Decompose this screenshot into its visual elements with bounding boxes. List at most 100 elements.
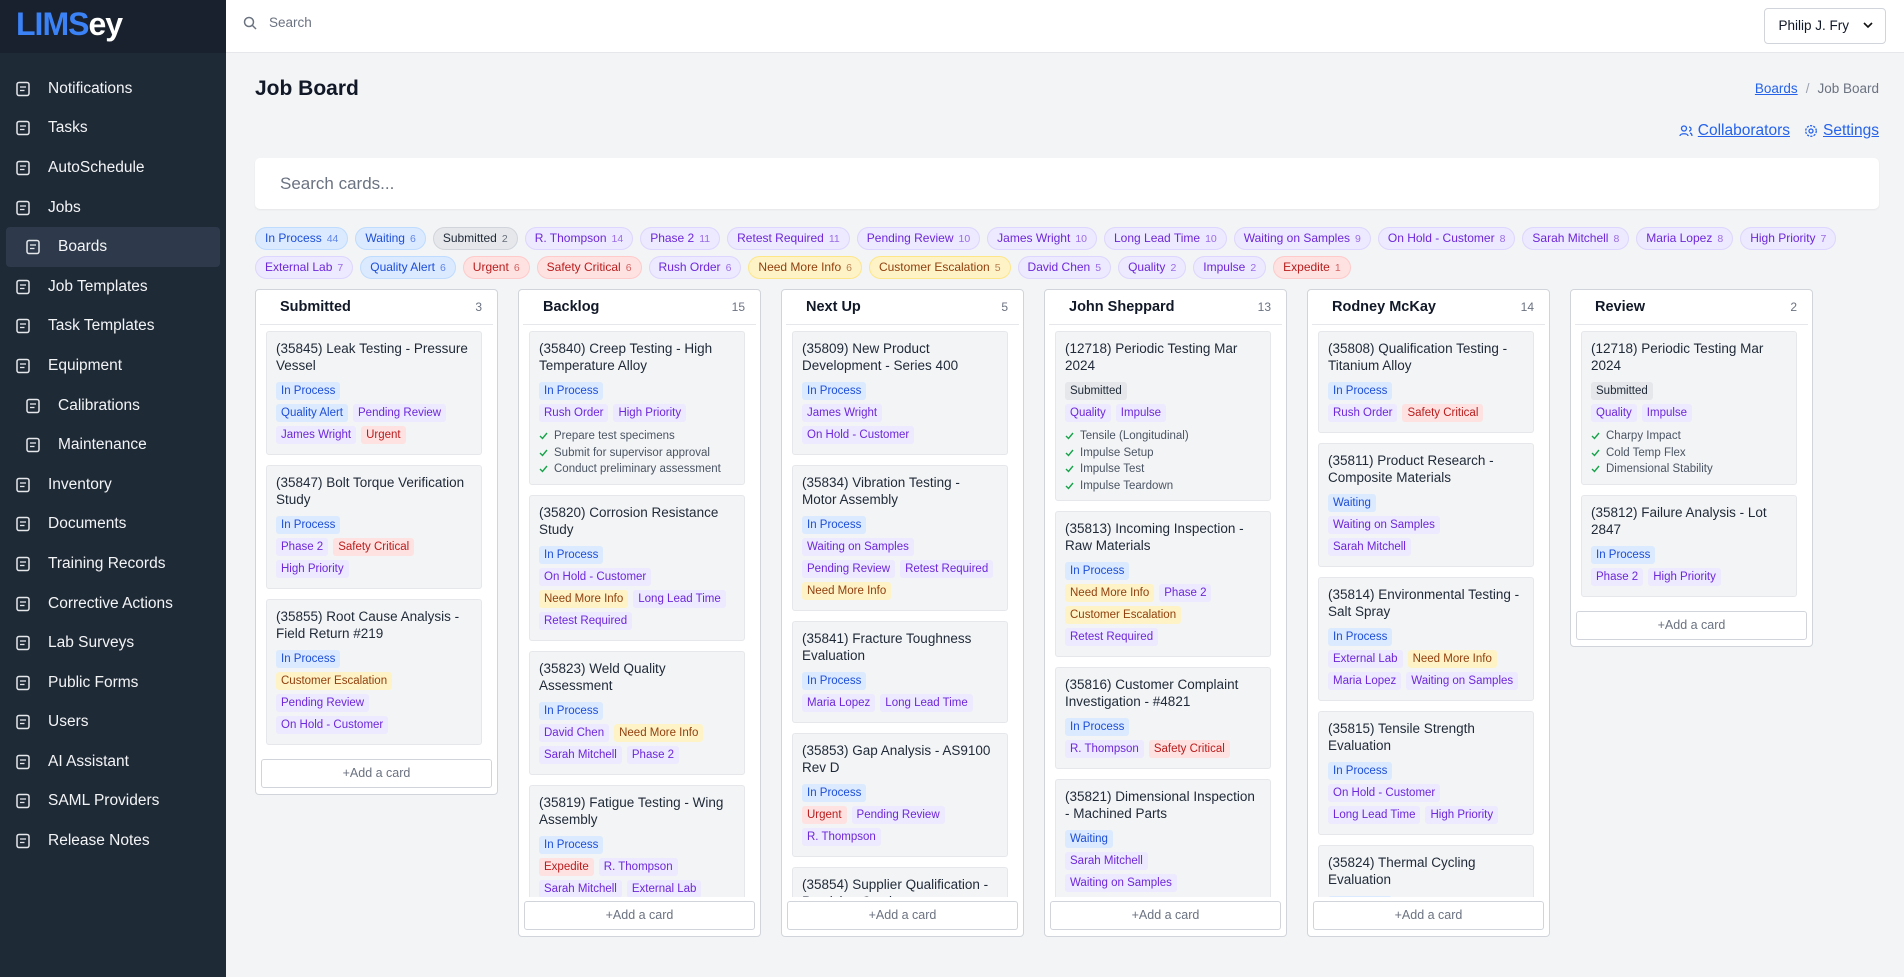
job-card[interactable]: (35841) Fracture Toughness EvaluationIn … — [792, 621, 1008, 723]
checklist-item: Conduct preliminary assessment — [539, 461, 735, 478]
filter-chip[interactable]: Urgent6 — [463, 256, 530, 279]
filter-chip[interactable]: James Wright10 — [987, 227, 1097, 250]
add-card-button[interactable]: +Add a card — [524, 901, 755, 930]
nav-item[interactable]: Equipment — [6, 346, 220, 386]
nav-item[interactable]: Notifications — [6, 69, 220, 109]
nav-item[interactable]: Corrective Actions — [6, 584, 220, 624]
job-card[interactable]: (35811) Product Research - Composite Mat… — [1318, 443, 1534, 567]
main: Job Board Boards/Job Board Collaborators… — [226, 53, 1904, 977]
nav-item[interactable]: Training Records — [6, 544, 220, 584]
filter-chip[interactable]: Submitted2 — [433, 227, 518, 250]
logo[interactable]: LIMSey — [0, 0, 226, 53]
job-card[interactable]: (35808) Qualification Testing - Titanium… — [1318, 331, 1534, 433]
status-row: In Process — [539, 836, 735, 854]
filter-chip[interactable]: In Process44 — [255, 227, 348, 250]
nav-item[interactable]: Task Templates — [6, 307, 220, 347]
tag: Rush Order — [539, 404, 608, 422]
filter-chip[interactable]: David Chen5 — [1018, 256, 1112, 279]
card-list: (12718) Periodic Testing Mar 2024Submitt… — [1576, 331, 1807, 607]
nav-item[interactable]: Maintenance — [6, 425, 220, 465]
job-card[interactable]: (35854) Supplier Qualification - Precisi… — [792, 867, 1008, 897]
collaborators-link[interactable]: Collaborators — [1679, 122, 1790, 140]
nav-item[interactable]: Release Notes — [6, 821, 220, 861]
column-header: Rodney McKay14 — [1312, 290, 1545, 325]
job-card[interactable]: (12718) Periodic Testing Mar 2024Submitt… — [1055, 331, 1271, 501]
job-card[interactable]: (35840) Creep Testing - High Temperature… — [529, 331, 745, 485]
filter-chip[interactable]: Retest Required11 — [727, 227, 850, 250]
job-card[interactable]: (35814) Environmental Testing - Salt Spr… — [1318, 577, 1534, 701]
job-card[interactable]: (35824) Thermal Cycling EvaluationIn Pro… — [1318, 845, 1534, 897]
filter-chip[interactable]: Need More Info6 — [748, 256, 862, 279]
nav-item[interactable]: AI Assistant — [6, 742, 220, 782]
job-card[interactable]: (35809) New Product Development - Series… — [792, 331, 1008, 455]
job-card[interactable]: (35819) Fatigue Testing - Wing AssemblyI… — [529, 785, 745, 898]
job-card[interactable]: (35812) Failure Analysis - Lot 2847In Pr… — [1581, 495, 1797, 597]
settings-link[interactable]: Settings — [1804, 122, 1879, 140]
breadcrumb-link[interactable]: Boards — [1755, 81, 1798, 96]
filter-chip[interactable]: Long Lead Time10 — [1104, 227, 1227, 250]
global-search[interactable]: Search — [243, 15, 312, 30]
filter-chip[interactable]: Rush Order6 — [649, 256, 742, 279]
job-card[interactable]: (35820) Corrosion Resistance StudyIn Pro… — [529, 495, 745, 641]
filter-chip[interactable]: R. Thompson14 — [525, 227, 634, 250]
tag: Phase 2 — [276, 538, 328, 556]
nav-item[interactable]: Lab Surveys — [6, 623, 220, 663]
nav-item[interactable]: Public Forms — [6, 663, 220, 703]
filter-chip[interactable]: Maria Lopez8 — [1636, 227, 1733, 250]
filter-chip[interactable]: Sarah Mitchell8 — [1522, 227, 1629, 250]
nav-item[interactable]: Jobs — [6, 188, 220, 228]
filter-chip[interactable]: External Lab7 — [255, 256, 353, 279]
filter-chip[interactable]: Quality Alert6 — [360, 256, 456, 279]
job-card[interactable]: (35853) Gap Analysis - AS9100 Rev DIn Pr… — [792, 733, 1008, 857]
filter-chip[interactable]: On Hold - Customer8 — [1378, 227, 1516, 250]
job-card[interactable]: (35821) Dimensional Inspection - Machine… — [1055, 779, 1271, 897]
job-card[interactable]: (35855) Root Cause Analysis - Field Retu… — [266, 599, 482, 745]
nav-item[interactable]: AutoSchedule — [6, 148, 220, 188]
add-card-button[interactable]: +Add a card — [787, 901, 1018, 930]
tag: Sarah Mitchell — [539, 880, 622, 898]
checklist-text: Tensile (Longitudinal) — [1080, 428, 1189, 445]
job-card[interactable]: (12718) Periodic Testing Mar 2024Submitt… — [1581, 331, 1797, 485]
nav-label: Documents — [48, 515, 126, 533]
job-card[interactable]: (35847) Bolt Torque Verification StudyIn… — [266, 465, 482, 589]
filter-chip[interactable]: Safety Critical6 — [537, 256, 642, 279]
chip-label: Quality Alert — [370, 260, 435, 274]
chip-count: 44 — [327, 233, 339, 245]
user-name: Philip J. Fry — [1778, 18, 1849, 33]
filter-chip[interactable]: Impulse2 — [1193, 256, 1266, 279]
card-search[interactable]: Search cards... — [255, 158, 1879, 209]
filter-chip[interactable]: High Priority7 — [1740, 227, 1836, 250]
nav-item[interactable]: SAML Providers — [6, 782, 220, 822]
chip-count: 7 — [1821, 233, 1827, 245]
job-card[interactable]: (35815) Tensile Strength EvaluationIn Pr… — [1318, 711, 1534, 835]
filter-chip[interactable]: Customer Escalation5 — [869, 256, 1011, 279]
nav-item[interactable]: Documents — [6, 505, 220, 545]
job-card[interactable]: (35823) Weld Quality AssessmentIn Proces… — [529, 651, 745, 775]
nav-item[interactable]: Calibrations — [6, 386, 220, 426]
job-card[interactable]: (35816) Customer Complaint Investigation… — [1055, 667, 1271, 769]
job-card[interactable]: (35813) Incoming Inspection - Raw Materi… — [1055, 511, 1271, 657]
tag-row: Waiting on SamplesSarah Mitchell — [1328, 516, 1524, 556]
nav-item[interactable]: Boards — [6, 227, 220, 267]
filter-chip[interactable]: Waiting on Samples9 — [1234, 227, 1371, 250]
checklist-text: Prepare test specimens — [554, 428, 675, 445]
nav-item[interactable]: Inventory — [6, 465, 220, 505]
filter-chip[interactable]: Pending Review10 — [857, 227, 980, 250]
add-card-button[interactable]: +Add a card — [1576, 611, 1807, 640]
add-card-button[interactable]: +Add a card — [261, 759, 492, 788]
job-card[interactable]: (35834) Vibration Testing - Motor Assemb… — [792, 465, 1008, 611]
job-card[interactable]: (35845) Leak Testing - Pressure VesselIn… — [266, 331, 482, 455]
add-card-button[interactable]: +Add a card — [1313, 901, 1544, 930]
nav-label: Corrective Actions — [48, 595, 173, 613]
filter-chip[interactable]: Phase 211 — [640, 227, 720, 250]
nav-item[interactable]: Job Templates — [6, 267, 220, 307]
user-menu[interactable]: Philip J. Fry — [1764, 8, 1886, 44]
add-card-button[interactable]: +Add a card — [1050, 901, 1281, 930]
filter-chip[interactable]: Expedite1 — [1273, 256, 1351, 279]
nav-item[interactable]: Tasks — [6, 109, 220, 149]
filter-chip[interactable]: Quality2 — [1118, 256, 1186, 279]
nav-item[interactable]: Users — [6, 703, 220, 743]
filter-chip[interactable]: Waiting6 — [355, 227, 425, 250]
card-title: (35816) Customer Complaint Investigation… — [1065, 676, 1261, 710]
chip-label: Long Lead Time — [1114, 231, 1200, 245]
